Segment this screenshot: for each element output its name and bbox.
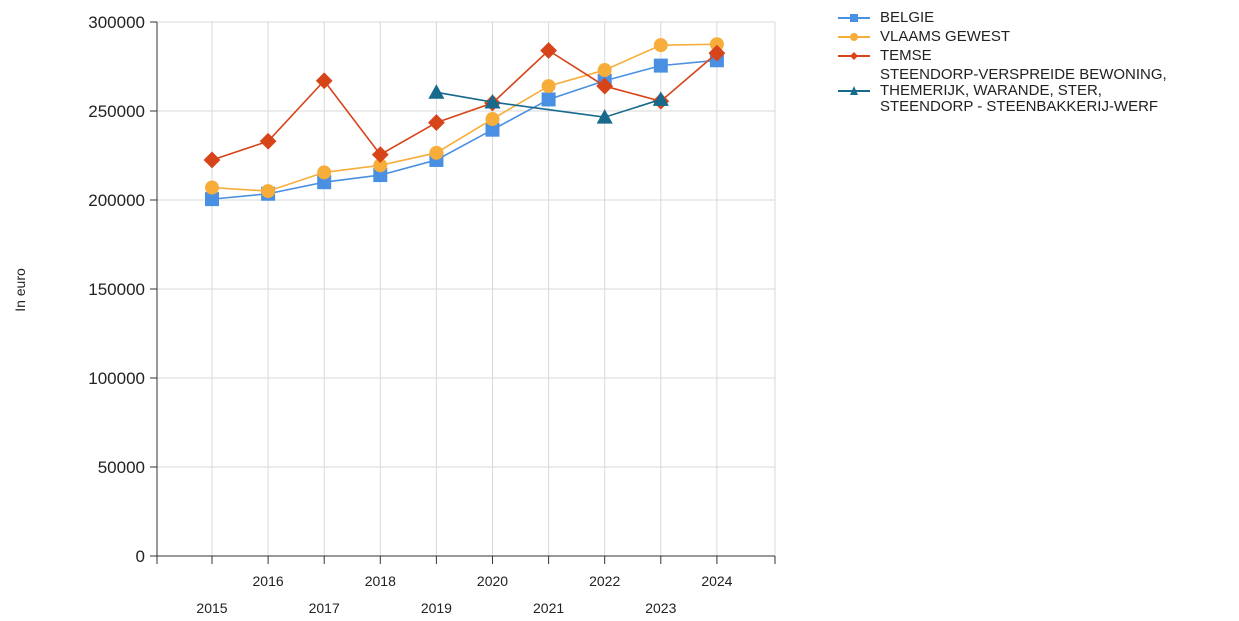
data-point [317, 175, 332, 190]
legend-label: TEMSE [880, 47, 932, 64]
x-tick-label: 2021 [533, 600, 564, 616]
legend-label: STEENDORP-VERSPREIDE BEWONING, THEMERIJK… [880, 66, 1167, 115]
x-tick-label: 2019 [421, 600, 452, 616]
series-0 [205, 53, 724, 207]
series-2 [203, 42, 726, 169]
series-3 [428, 84, 669, 124]
data-point [652, 91, 669, 106]
data-point [317, 165, 332, 180]
y-axis-label: In euro [12, 268, 28, 312]
data-point [596, 77, 614, 95]
y-tick-label: 50000 [98, 458, 145, 477]
legend-swatch [838, 86, 870, 95]
x-tick-label: 2017 [309, 600, 340, 616]
data-point [485, 122, 500, 137]
series-layer [203, 37, 726, 207]
data-point [428, 114, 445, 131]
y-tick-label: 0 [136, 547, 145, 566]
data-point [373, 168, 388, 183]
data-point [484, 94, 501, 109]
x-tick-label: 2018 [365, 573, 396, 589]
data-point [540, 42, 557, 59]
y-tick-label: 250000 [88, 102, 145, 121]
data-point [485, 112, 500, 127]
data-point [708, 44, 726, 62]
y-tick-label: 100000 [88, 369, 145, 388]
data-point [653, 58, 668, 73]
data-point [429, 145, 444, 160]
data-point [373, 158, 388, 173]
data-point [315, 72, 333, 90]
data-point [541, 92, 556, 107]
data-point [203, 151, 221, 169]
legend-swatch-marker [850, 86, 858, 95]
data-point [596, 109, 613, 124]
data-point [205, 192, 219, 207]
grid [157, 21, 776, 556]
legend-label: VLAAMS GEWEST [880, 28, 1011, 45]
legend-label: BELGIE [880, 9, 935, 26]
series-line [211, 49, 718, 161]
x-tick-label: 2023 [645, 600, 676, 616]
legend: BELGIE VLAAMS GEWEST TEMSE STEENDORP-VERSPR… [836, 10, 1236, 118]
legend-swatch [838, 14, 870, 22]
data-point [371, 146, 389, 164]
data-point [597, 63, 612, 78]
series-line [436, 91, 662, 119]
data-point [428, 84, 445, 99]
data-point [205, 180, 219, 195]
data-point [261, 184, 276, 199]
legend-item: TEMSE [836, 48, 1236, 64]
data-point [709, 37, 724, 52]
legend-swatch-marker [850, 33, 858, 41]
legend-swatch-marker [850, 14, 858, 22]
axes: 0 50000 100000 150000 200000 250000 300000 2015… [88, 13, 776, 616]
y-tick-label: 300000 [88, 13, 145, 32]
legend-swatch-marker [850, 52, 858, 60]
legend-swatch [838, 52, 870, 60]
series-line [211, 59, 717, 200]
y-tick-label: 150000 [88, 280, 145, 299]
x-tick-label: 2015 [196, 600, 227, 616]
legend-item: BELGIE [836, 10, 1236, 26]
x-tick-label: 2024 [701, 573, 732, 589]
x-tick-label: 2016 [253, 573, 284, 589]
y-tick-label: 200000 [88, 191, 145, 210]
data-point [653, 38, 668, 53]
x-tick-label: 2020 [477, 573, 508, 589]
data-point [541, 79, 556, 94]
x-tick-label: 2022 [589, 573, 620, 589]
series-1 [205, 37, 724, 199]
legend-item: VLAAMS GEWEST [836, 29, 1236, 45]
legend-item: STEENDORP-VERSPREIDE BEWONING, THEMERIJK… [836, 67, 1236, 115]
legend-swatch [838, 33, 870, 41]
data-point [259, 132, 277, 150]
series-line [211, 43, 717, 192]
